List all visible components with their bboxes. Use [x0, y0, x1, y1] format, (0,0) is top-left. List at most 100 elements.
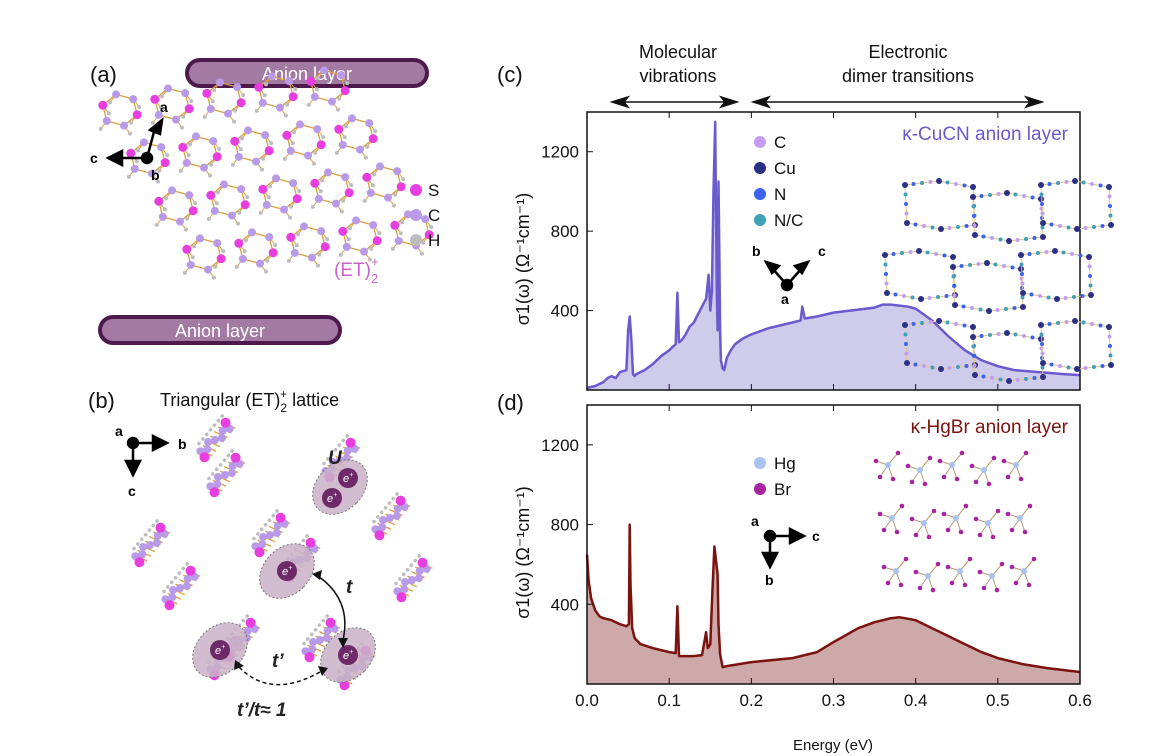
atom: [182, 158, 191, 167]
atom: [342, 242, 351, 251]
atom: [327, 97, 336, 106]
electron-dimer: e+: [320, 627, 376, 683]
atom: [196, 234, 205, 243]
legend-s: S: [428, 181, 439, 200]
et-molecule-lattice: [98, 66, 434, 280]
atom: [234, 152, 243, 161]
atom: [362, 172, 372, 182]
atom: [369, 221, 378, 230]
plot-c: 400 800 1200 σ1(ω) (Ω⁻¹cm⁻¹) κ-CuCN anion la…: [513, 111, 1114, 391]
svg-text:e+: e+: [215, 644, 225, 657]
atom: [264, 146, 274, 156]
atom: [394, 236, 403, 245]
atom: [320, 66, 329, 75]
et-molecule: [371, 492, 411, 541]
et-molecule: [161, 562, 201, 611]
hgbr-unit: [1013, 462, 1019, 468]
y-tick-label: 1200: [541, 143, 579, 162]
atom: [102, 116, 111, 125]
legend-marker: [754, 136, 766, 148]
x-tick-label: 0.4: [904, 691, 928, 710]
header-molecular-1: Molecular: [639, 42, 717, 62]
atom: [292, 194, 302, 204]
atom: [288, 92, 298, 102]
anion-layer-bottom-label: Anion layer: [175, 321, 265, 341]
axis-label: c: [818, 243, 826, 259]
atom: [230, 136, 240, 146]
atom: [164, 84, 173, 93]
et-molecule: [206, 449, 246, 498]
atom: [178, 142, 188, 152]
atom: [286, 146, 295, 155]
atom: [331, 199, 340, 208]
et-molecule: [131, 519, 171, 568]
panel-c-label: (c): [497, 62, 523, 87]
atom: [244, 126, 253, 135]
atom: [313, 125, 322, 134]
y-tick-label: 800: [551, 516, 579, 535]
atom: [182, 244, 192, 254]
atom: [272, 174, 281, 183]
ratio-label: t’/t≈ 1: [237, 700, 287, 721]
atom: [307, 253, 316, 262]
atom: [338, 226, 348, 236]
panel-b-label: (b): [88, 388, 115, 413]
axis-label: a: [751, 513, 759, 529]
y-tick-label: 800: [551, 222, 579, 241]
atom: [372, 236, 382, 246]
x-tick-label: 0.2: [740, 691, 764, 710]
atom: [202, 88, 212, 98]
y-tick-label: 400: [551, 595, 579, 614]
molecule-label: (ET)2+: [334, 254, 379, 286]
atom: [368, 134, 378, 144]
atom: [119, 121, 128, 130]
axis-label: b: [752, 243, 761, 259]
atom: [238, 254, 247, 263]
legend-c: C: [428, 206, 440, 225]
atom: [306, 76, 316, 86]
axis-label-a: a: [160, 99, 168, 115]
anion-layer-bottom: [98, 315, 342, 345]
legend-h: H: [428, 231, 440, 250]
atom: [209, 137, 218, 146]
hgbr-unit: [981, 467, 987, 473]
anion-layer-top-label: Anion layer: [262, 64, 352, 84]
x-axis-label: Energy (eV): [793, 737, 873, 754]
atom: [240, 200, 250, 210]
atom: [158, 212, 167, 221]
hgbr-unit: [1017, 515, 1023, 521]
svg-text:e+: e+: [282, 565, 292, 578]
header-molecular-2: vibrations: [639, 66, 716, 86]
hgbr-unit: [889, 515, 895, 521]
atom: [282, 130, 292, 140]
legend-marker: [754, 457, 766, 469]
axis-label: b: [765, 572, 774, 588]
svg-text:e+: e+: [343, 472, 353, 485]
atom: [310, 178, 320, 188]
atom: [296, 120, 305, 129]
atom: [237, 185, 246, 194]
atom: [192, 132, 201, 141]
panel-b-title: Triangular (ET)2+ lattice: [160, 387, 339, 415]
atom: [251, 157, 260, 166]
axis-label-b: b: [151, 167, 160, 183]
et-molecule: [393, 554, 433, 603]
atom: [213, 239, 222, 248]
electron-icon: [277, 561, 297, 581]
label-t: t: [346, 577, 353, 598]
plot-title: κ-CuCN anion layer: [902, 124, 1068, 145]
atom: [383, 193, 392, 202]
legend-label: N/C: [774, 211, 803, 230]
hopping-t-arrow: [317, 575, 346, 641]
axis-label-c: c: [90, 150, 98, 166]
atom: [348, 114, 357, 123]
atom: [184, 104, 194, 114]
atom: [212, 152, 222, 162]
energy-region-header: Molecular vibrations Electronic dimer tr…: [609, 42, 1045, 109]
electron-icon: [338, 468, 358, 488]
hgbr-unit: [925, 573, 931, 579]
x-tick-label: 0.0: [575, 691, 599, 710]
header-electronic-1: Electronic: [868, 42, 947, 62]
x-tick-label: 0.5: [986, 691, 1010, 710]
atom: [157, 143, 166, 152]
